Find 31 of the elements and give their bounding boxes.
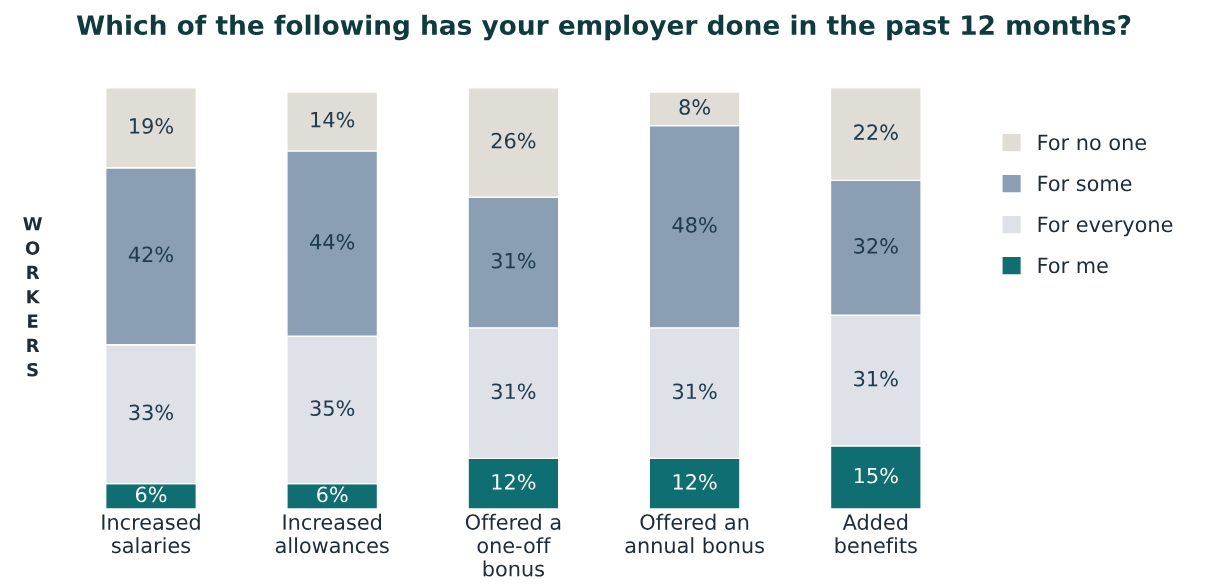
data-label: 22% [854,124,898,141]
legend-label: For some [1038,175,1132,192]
data-label: 32% [854,238,898,254]
data-label: 42% [128,246,173,263]
y-axis-title: WORKERS [23,217,43,377]
data-label: 12% [492,473,536,490]
x-tick-label: Added benefits [835,513,917,554]
data-label: 31% [491,252,536,269]
data-label: 6% [317,486,348,503]
data-label: 8% [679,99,710,115]
data-label: 26% [491,132,536,149]
x-tick-label: Offered a one-off bonus [465,513,561,577]
data-label: 31% [854,370,898,387]
data-label: 15% [854,467,898,484]
chart-title: Which of the following has your employer done in the past 12 months? [76,14,1131,41]
x-tick-label: Increased allowances [275,513,389,554]
data-label: 31% [673,383,717,400]
data-label: 44% [310,233,355,250]
legend-label: For no one [1038,134,1146,151]
data-label: 19% [130,118,173,134]
legend-label: For everyone [1038,216,1173,237]
x-tick-label: Increased salaries [102,513,200,554]
data-label: 48% [672,217,717,233]
data-label: 14% [311,111,355,128]
data-label: 12% [673,473,717,490]
data-label: 6% [135,486,167,503]
data-label: 35% [310,400,355,417]
data-label: 33% [129,404,173,421]
data-label: 31% [491,383,536,400]
legend-label: For me [1038,257,1108,274]
x-tick-label: Offered an annual bonus [625,513,764,554]
